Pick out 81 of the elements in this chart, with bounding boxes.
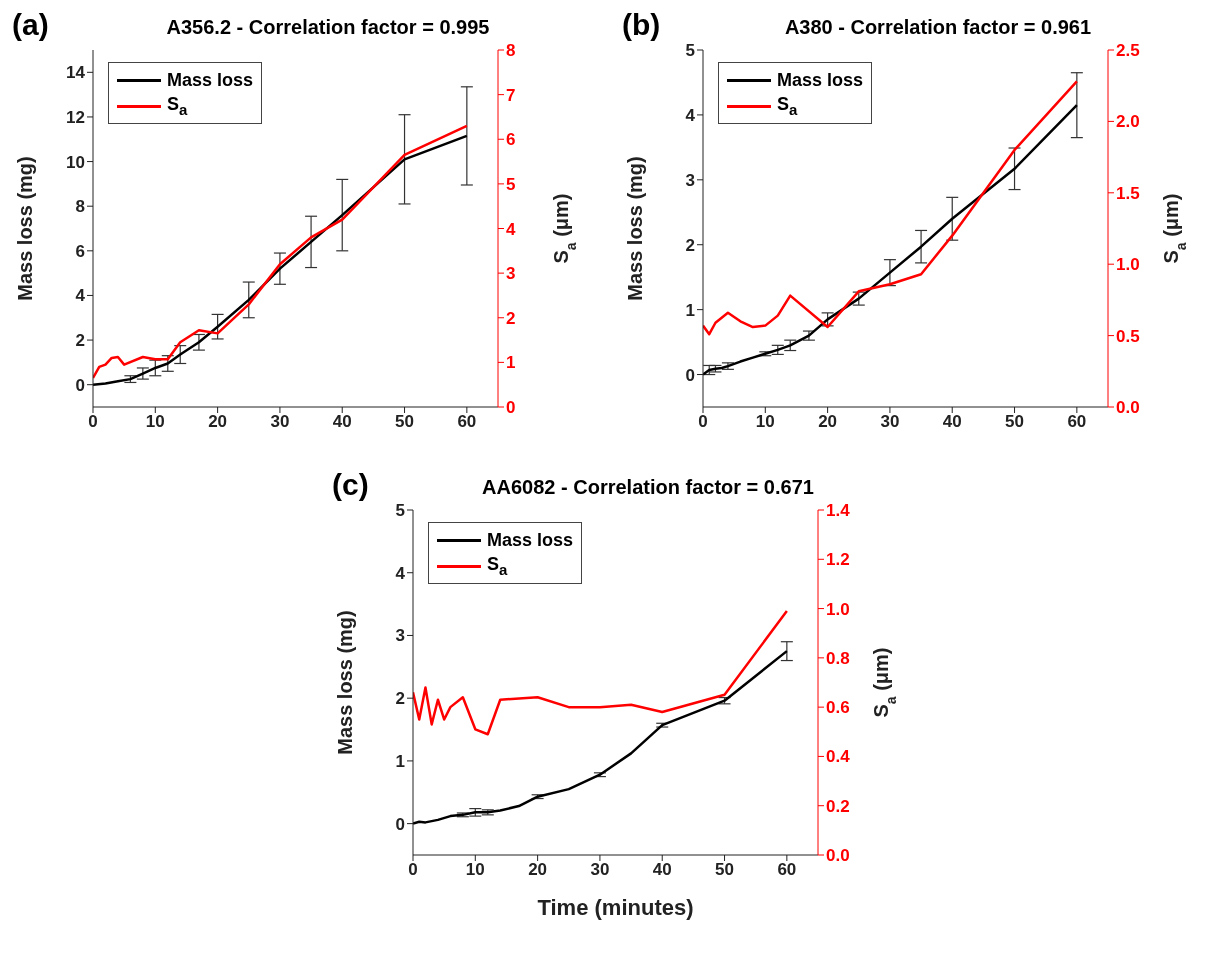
y2-tick-label: 0.0 xyxy=(1116,398,1140,418)
x-tick-label: 40 xyxy=(332,412,352,432)
text: (b) xyxy=(622,8,661,41)
y2-tick-label: 6 xyxy=(506,130,516,150)
y-tick-label: 0 xyxy=(75,375,85,395)
x-tick-label: 10 xyxy=(465,860,485,880)
y-axis-title: Mass loss (mg) xyxy=(14,156,36,301)
chart-title: A380 - Correlation factor = 0.961 xyxy=(784,16,1092,38)
y-tick-label: 5 xyxy=(685,41,695,61)
x-tick-label: 60 xyxy=(777,860,797,880)
y2-tick-label: 1.0 xyxy=(1116,255,1140,275)
y2-tick-label: 2.5 xyxy=(1116,41,1140,61)
legend-label: S$_{a}$ xyxy=(487,554,508,578)
y-tick-label: 3 xyxy=(395,626,405,646)
y2-tick-label: 0.5 xyxy=(1116,326,1140,346)
x-tick-label: 60 xyxy=(457,412,477,432)
y2-tick-label: 1.2 xyxy=(826,550,850,570)
y-tick-label: 4 xyxy=(75,286,86,306)
x-tick-label: 50 xyxy=(715,860,734,880)
y2-tick-label: 0.6 xyxy=(826,698,850,718)
y2-tick-label: 0 xyxy=(506,398,516,418)
y2-tick-label: 8 xyxy=(506,41,516,61)
legend-label: Mass loss xyxy=(167,69,254,91)
x-tick-label: 50 xyxy=(1005,412,1024,432)
x-tick-label: 40 xyxy=(652,860,672,880)
y-tick-label: 5 xyxy=(395,501,405,521)
y2-tick-label: 5 xyxy=(506,174,516,194)
y2-tick-label: 0.4 xyxy=(826,747,851,767)
y2-tick-label: 1.0 xyxy=(826,599,850,619)
y-tick-label: 1 xyxy=(685,300,695,320)
y2-tick-label: 1.4 xyxy=(826,501,851,521)
y-tick-label: 2 xyxy=(395,689,405,709)
x-axis-title: Time (minutes) xyxy=(537,895,694,920)
x-tick-label: 30 xyxy=(590,860,610,880)
y-tick-label: 12 xyxy=(66,107,85,127)
y-tick-label: 10 xyxy=(66,152,85,172)
x-tick-label: 30 xyxy=(270,412,290,432)
y2-tick-label: 0.2 xyxy=(826,796,850,816)
y2-tick-label: 2.0 xyxy=(1116,112,1140,132)
y2-tick-label: 0.0 xyxy=(826,846,850,866)
y-tick-label: 3 xyxy=(685,170,695,190)
x-tick-label: 50 xyxy=(395,412,414,432)
y-tick-label: 4 xyxy=(685,105,696,125)
x-tick-label: 0 xyxy=(408,860,418,880)
text: (a) xyxy=(12,8,49,41)
y2-tick-label: 3 xyxy=(506,264,516,284)
chart-title: A356.2 - Correlation factor = 0.995 xyxy=(166,16,490,38)
y-tick-label: 1 xyxy=(395,751,405,771)
x-tick-label: 40 xyxy=(942,412,962,432)
y-tick-label: 2 xyxy=(685,235,695,255)
x-tick-label: 10 xyxy=(145,412,165,432)
legend-label: Mass loss xyxy=(777,69,864,91)
x-tick-label: 60 xyxy=(1067,412,1087,432)
chart-title: AA6082 - Correlation factor = 0.671 xyxy=(482,476,814,498)
x-tick-label: 0 xyxy=(698,412,708,432)
y-tick-label: 4 xyxy=(395,563,406,583)
text: (c) xyxy=(332,468,369,501)
legend-label: S$_{a}$ xyxy=(777,94,798,118)
y-axis-title: Mass loss (mg) xyxy=(334,610,356,755)
y2-tick-label: 2 xyxy=(506,308,516,328)
y2-tick-label: 4 xyxy=(506,219,516,239)
line-series xyxy=(413,609,789,736)
y-axis-title: Mass loss (mg) xyxy=(624,156,646,301)
x-tick-label: 20 xyxy=(208,412,228,432)
y-tick-label: 14 xyxy=(66,63,86,83)
x-tick-label: 10 xyxy=(755,412,775,432)
legend-label: Mass loss xyxy=(487,529,574,551)
y2-tick-label: 7 xyxy=(506,85,516,105)
x-tick-label: 20 xyxy=(528,860,548,880)
line-series xyxy=(413,649,789,825)
x-tick-label: 20 xyxy=(818,412,838,432)
y2-tick-label: 1.5 xyxy=(1116,183,1140,203)
y-tick-label: 8 xyxy=(75,197,85,217)
x-tick-label: 30 xyxy=(880,412,900,432)
y2-tick-label: 1 xyxy=(506,353,516,373)
y-tick-label: 6 xyxy=(75,241,85,261)
y2-tick-label: 0.8 xyxy=(826,648,850,668)
legend-label: S$_{a}$ xyxy=(167,94,188,118)
y-tick-label: 0 xyxy=(395,814,405,834)
y-tick-label: 0 xyxy=(685,365,695,385)
y-tick-label: 2 xyxy=(75,331,85,351)
